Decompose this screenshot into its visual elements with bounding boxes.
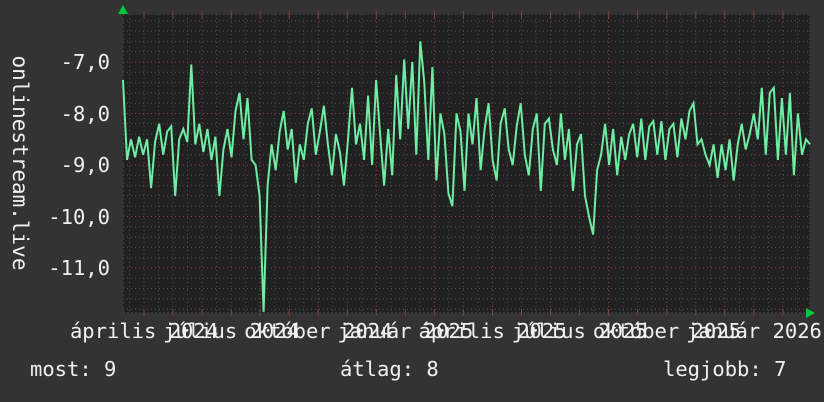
- line-chart: [122, 11, 811, 316]
- x-tick-label: október 2024: [244, 319, 393, 343]
- y-tick-label: -10,0: [48, 204, 110, 229]
- series-line: [122, 41, 811, 312]
- stat-most: most: 9: [30, 357, 117, 381]
- y-tick-label: -9,0: [60, 153, 110, 177]
- x-axis-labels: április 2024 július 2024 október 2024 januá…: [0, 318, 824, 346]
- y-tick-label: -11,0: [48, 256, 110, 280]
- stat-atlag: átlag: 8: [340, 357, 439, 381]
- y-axis-arrow-icon: [118, 5, 128, 14]
- chart-plot-area: [122, 11, 811, 316]
- x-tick-label: április 2024: [69, 319, 219, 343]
- y-axis-labels: -7,0 -8,0 -9,0 -10,0 -11,0: [0, 0, 110, 330]
- x-tick-label: január 2026: [686, 319, 822, 343]
- x-tick-label: április 2025: [418, 319, 567, 343]
- x-tick-label: október 2025: [592, 319, 741, 343]
- x-axis-arrow-icon: [806, 308, 815, 318]
- y-tick-label: -8,0: [60, 101, 110, 126]
- x-tick-label: július 2025: [511, 319, 648, 343]
- stat-legjobb: legjobb: 7: [663, 357, 787, 381]
- y-tick-label: -7,0: [60, 50, 110, 74]
- x-tick-label: július 2024: [163, 319, 299, 343]
- x-tick-label: január 2025: [337, 319, 474, 343]
